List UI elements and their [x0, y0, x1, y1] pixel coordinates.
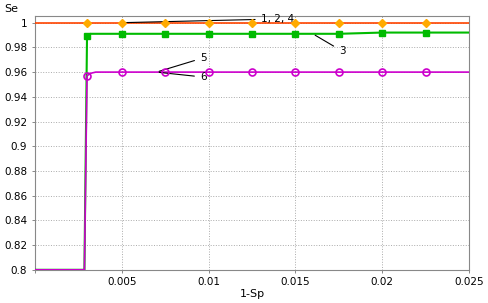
Text: 1, 2, 4: 1, 2, 4 [124, 14, 294, 24]
Text: 5: 5 [159, 53, 206, 71]
Text: 6: 6 [159, 72, 206, 82]
Text: Se: Se [4, 4, 19, 14]
Text: 3: 3 [315, 35, 346, 56]
X-axis label: 1-Sp: 1-Sp [240, 289, 264, 299]
